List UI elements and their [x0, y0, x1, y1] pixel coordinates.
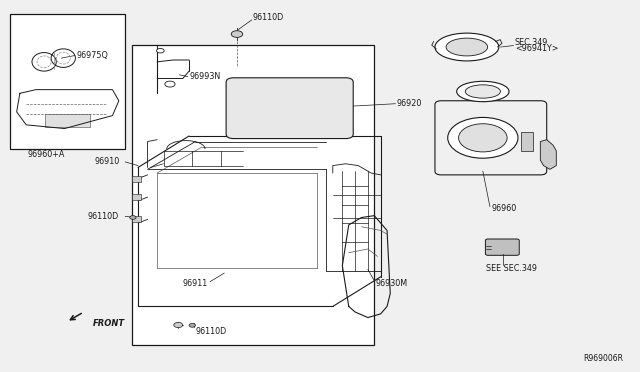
Bar [132, 194, 141, 200]
Ellipse shape [465, 85, 500, 98]
Text: <96941Y>: <96941Y> [515, 44, 558, 53]
Polygon shape [540, 140, 556, 169]
Ellipse shape [435, 33, 499, 61]
FancyBboxPatch shape [485, 239, 519, 255]
Text: 96960+A: 96960+A [28, 150, 65, 159]
Circle shape [173, 323, 182, 328]
Bar [521, 132, 532, 151]
Text: FRONT: FRONT [93, 319, 125, 328]
Circle shape [448, 118, 518, 158]
Bar [10, 14, 125, 149]
Text: 96993N: 96993N [189, 72, 220, 81]
Text: 96110D: 96110D [88, 212, 119, 221]
Text: 96930M: 96930M [376, 279, 408, 288]
Text: SEE SEC.349: SEE SEC.349 [486, 264, 537, 273]
Text: R969006R: R969006R [583, 354, 623, 363]
Circle shape [157, 48, 164, 53]
Ellipse shape [446, 38, 488, 56]
Bar [45, 114, 90, 127]
Circle shape [231, 31, 243, 37]
Ellipse shape [457, 81, 509, 102]
Bar [132, 176, 141, 182]
Text: 96110D: 96110D [195, 327, 227, 336]
Bar [132, 217, 141, 222]
Text: 96110D: 96110D [253, 13, 284, 22]
Circle shape [459, 124, 507, 152]
Text: SEC.349: SEC.349 [515, 38, 548, 47]
Text: 96911: 96911 [182, 279, 208, 288]
Circle shape [189, 324, 195, 327]
Circle shape [165, 81, 175, 87]
Text: 96975Q: 96975Q [76, 51, 108, 60]
Circle shape [130, 216, 136, 219]
FancyBboxPatch shape [435, 101, 547, 175]
Text: 96960: 96960 [491, 205, 516, 214]
FancyBboxPatch shape [226, 78, 353, 138]
Bar [132, 45, 374, 345]
Text: 96920: 96920 [397, 99, 422, 108]
Text: 96910: 96910 [95, 157, 120, 166]
